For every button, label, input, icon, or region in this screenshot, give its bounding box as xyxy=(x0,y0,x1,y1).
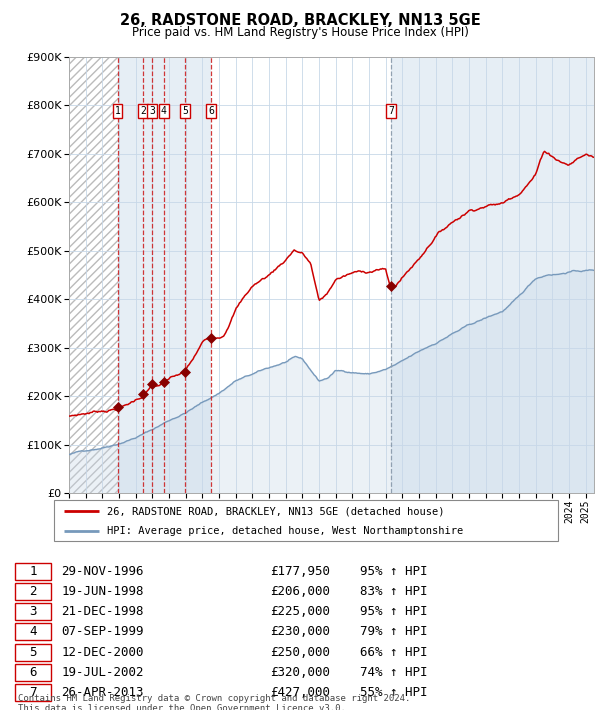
Text: £250,000: £250,000 xyxy=(270,645,330,659)
FancyBboxPatch shape xyxy=(15,623,51,640)
Text: 55% ↑ HPI: 55% ↑ HPI xyxy=(360,687,427,699)
Text: 21-DEC-1998: 21-DEC-1998 xyxy=(62,605,144,618)
Text: Contains HM Land Registry data © Crown copyright and database right 2024.
This d: Contains HM Land Registry data © Crown c… xyxy=(18,694,410,710)
FancyBboxPatch shape xyxy=(15,644,51,661)
FancyBboxPatch shape xyxy=(15,583,51,600)
Text: 2: 2 xyxy=(140,106,146,116)
Text: 12-DEC-2000: 12-DEC-2000 xyxy=(62,645,144,659)
Text: 26, RADSTONE ROAD, BRACKLEY, NN13 5GE: 26, RADSTONE ROAD, BRACKLEY, NN13 5GE xyxy=(119,13,481,28)
Bar xyxy=(69,57,118,493)
Text: 4: 4 xyxy=(161,106,167,116)
Text: 74% ↑ HPI: 74% ↑ HPI xyxy=(360,666,427,679)
Text: £427,000: £427,000 xyxy=(270,687,330,699)
Text: 5: 5 xyxy=(182,106,188,116)
Text: 6: 6 xyxy=(29,666,37,679)
Text: £230,000: £230,000 xyxy=(270,626,330,638)
FancyBboxPatch shape xyxy=(15,664,51,681)
Text: 66% ↑ HPI: 66% ↑ HPI xyxy=(360,645,427,659)
Text: 3: 3 xyxy=(149,106,155,116)
Text: 07-SEP-1999: 07-SEP-1999 xyxy=(62,626,144,638)
Text: £206,000: £206,000 xyxy=(270,585,330,598)
FancyBboxPatch shape xyxy=(54,500,558,541)
Text: Price paid vs. HM Land Registry's House Price Index (HPI): Price paid vs. HM Land Registry's House … xyxy=(131,26,469,39)
FancyBboxPatch shape xyxy=(15,562,51,579)
Text: 5: 5 xyxy=(29,645,37,659)
Bar xyxy=(211,57,391,493)
Text: £177,950: £177,950 xyxy=(270,564,330,578)
FancyBboxPatch shape xyxy=(15,684,51,701)
Text: 1: 1 xyxy=(29,564,37,578)
Text: 7: 7 xyxy=(388,106,394,116)
Text: 19-JUL-2002: 19-JUL-2002 xyxy=(62,666,144,679)
Text: £225,000: £225,000 xyxy=(270,605,330,618)
Text: 95% ↑ HPI: 95% ↑ HPI xyxy=(360,605,427,618)
Text: 26, RADSTONE ROAD, BRACKLEY, NN13 5GE (detached house): 26, RADSTONE ROAD, BRACKLEY, NN13 5GE (d… xyxy=(107,506,445,516)
Text: 1: 1 xyxy=(115,106,121,116)
Text: 83% ↑ HPI: 83% ↑ HPI xyxy=(360,585,427,598)
Text: 3: 3 xyxy=(29,605,37,618)
Text: HPI: Average price, detached house, West Northamptonshire: HPI: Average price, detached house, West… xyxy=(107,525,463,536)
Text: 95% ↑ HPI: 95% ↑ HPI xyxy=(360,564,427,578)
FancyBboxPatch shape xyxy=(15,603,51,620)
Text: 4: 4 xyxy=(29,626,37,638)
Text: 79% ↑ HPI: 79% ↑ HPI xyxy=(360,626,427,638)
Text: 7: 7 xyxy=(29,687,37,699)
Text: 19-JUN-1998: 19-JUN-1998 xyxy=(62,585,144,598)
Text: 6: 6 xyxy=(208,106,214,116)
Bar xyxy=(118,57,211,493)
Text: 29-NOV-1996: 29-NOV-1996 xyxy=(62,564,144,578)
Bar xyxy=(391,57,594,493)
Text: 26-APR-2013: 26-APR-2013 xyxy=(62,687,144,699)
Text: 2: 2 xyxy=(29,585,37,598)
Text: £320,000: £320,000 xyxy=(270,666,330,679)
